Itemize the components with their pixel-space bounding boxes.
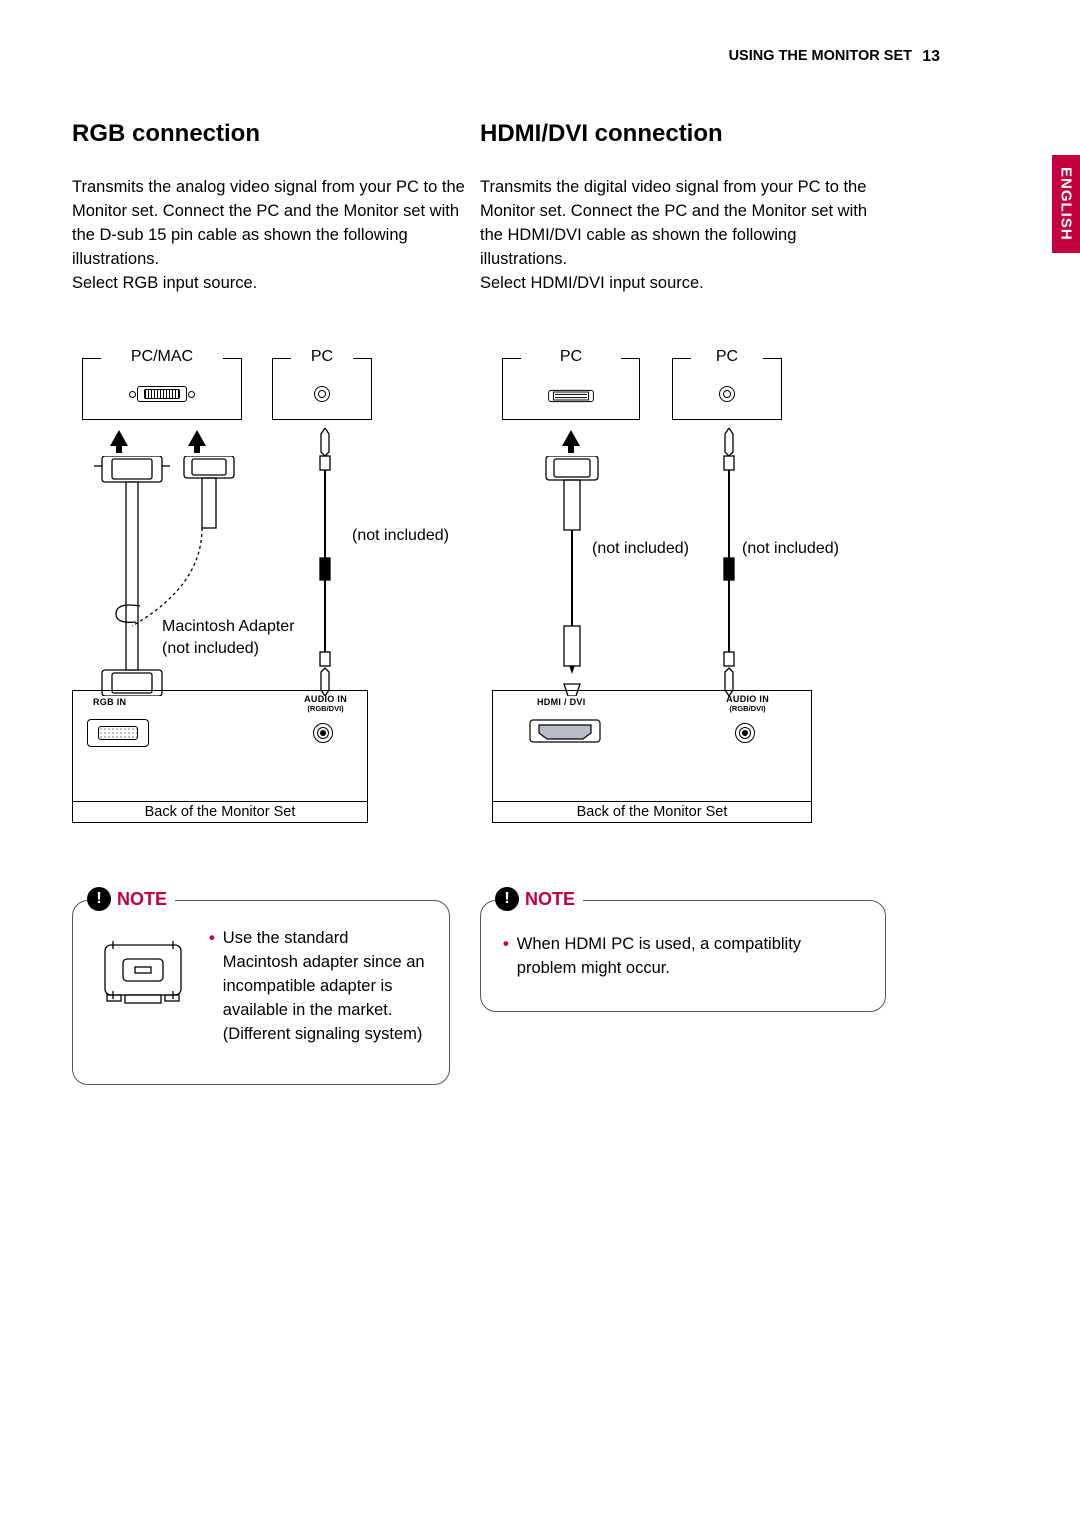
vga-port-icon <box>137 386 187 402</box>
note-bullet-left: Use the standard Macintosh adapter since… <box>223 927 427 1047</box>
audio-in-label-r: AUDIO IN <box>726 694 769 704</box>
bullet-icon: • <box>503 933 509 981</box>
audio-jack-icon <box>313 723 333 743</box>
note-label-right: NOTE <box>525 889 575 910</box>
audio-in-label: AUDIO IN <box>304 694 347 704</box>
monitor-back: RGB IN AUDIO IN (RGB/DVI) Back of the Mo… <box>72 690 368 802</box>
note-box-left: ! NOTE • Use the standard Macintosh adap… <box>72 900 450 1085</box>
pc-label-2: PC <box>673 348 781 366</box>
pcmac-label: PC/MAC <box>83 348 241 366</box>
not-included-label: (not included) <box>352 527 449 545</box>
bullet-icon: • <box>209 927 215 1047</box>
language-tab: ENGLISH <box>1052 155 1080 253</box>
vga-cable-icon <box>84 456 244 696</box>
rgb-in-label: RGB IN <box>93 697 126 707</box>
hdmi-port-icon <box>529 719 601 743</box>
info-icon: ! <box>495 887 519 911</box>
not-included-1: (not included) <box>592 540 689 558</box>
arrow-icon <box>110 430 128 446</box>
mac-adapter-sub: (not included) <box>162 640 259 658</box>
dvi-port-icon <box>547 388 595 404</box>
mac-adapter-label: Macintosh Adapter <box>162 618 295 636</box>
hdmi-port-label: HDMI / DVI <box>537 697 586 707</box>
monitor-back-right: HDMI / DVI AUDIO IN (RGB/DVI) Back of th… <box>492 690 812 802</box>
not-included-2: (not included) <box>742 540 839 558</box>
audio-port-icon <box>314 386 330 402</box>
audio-in-sub-r: (RGB/DVI) <box>726 704 769 713</box>
hdmi-body: Transmits the digital video signal from … <box>480 176 880 296</box>
note-label-left: NOTE <box>117 889 167 910</box>
hdmi-title: HDMI/DVI connection <box>480 120 880 148</box>
back-label-r: Back of the Monitor Set <box>492 801 812 823</box>
audio-cable-icon <box>714 428 744 696</box>
page-number: 13 <box>922 48 940 66</box>
audio-in-sub: (RGB/DVI) <box>304 704 347 713</box>
note-bullet-right: When HDMI PC is used, a compatiblity pro… <box>517 933 863 981</box>
note-title-right: ! NOTE <box>495 887 583 911</box>
audio-port-icon <box>719 386 735 402</box>
mac-adapter-icon <box>95 927 191 1013</box>
audio-jack-icon <box>735 723 755 743</box>
note-title-left: ! NOTE <box>87 887 175 911</box>
back-label: Back of the Monitor Set <box>72 801 368 823</box>
info-icon: ! <box>87 887 111 911</box>
note-box-right: ! NOTE • When HDMI PC is used, a compati… <box>480 900 886 1012</box>
pc-label: PC <box>273 348 371 366</box>
pc-label-1: PC <box>503 348 639 366</box>
header-section: USING THE MONITOR SET <box>729 48 912 64</box>
audio-cable-icon <box>310 428 340 696</box>
rgb-body: Transmits the analog video signal from y… <box>72 176 472 296</box>
hdmi-cable-icon <box>540 456 604 696</box>
rgb-title: RGB connection <box>72 120 472 148</box>
arrow-icon <box>188 430 206 446</box>
arrow-icon <box>562 430 580 446</box>
